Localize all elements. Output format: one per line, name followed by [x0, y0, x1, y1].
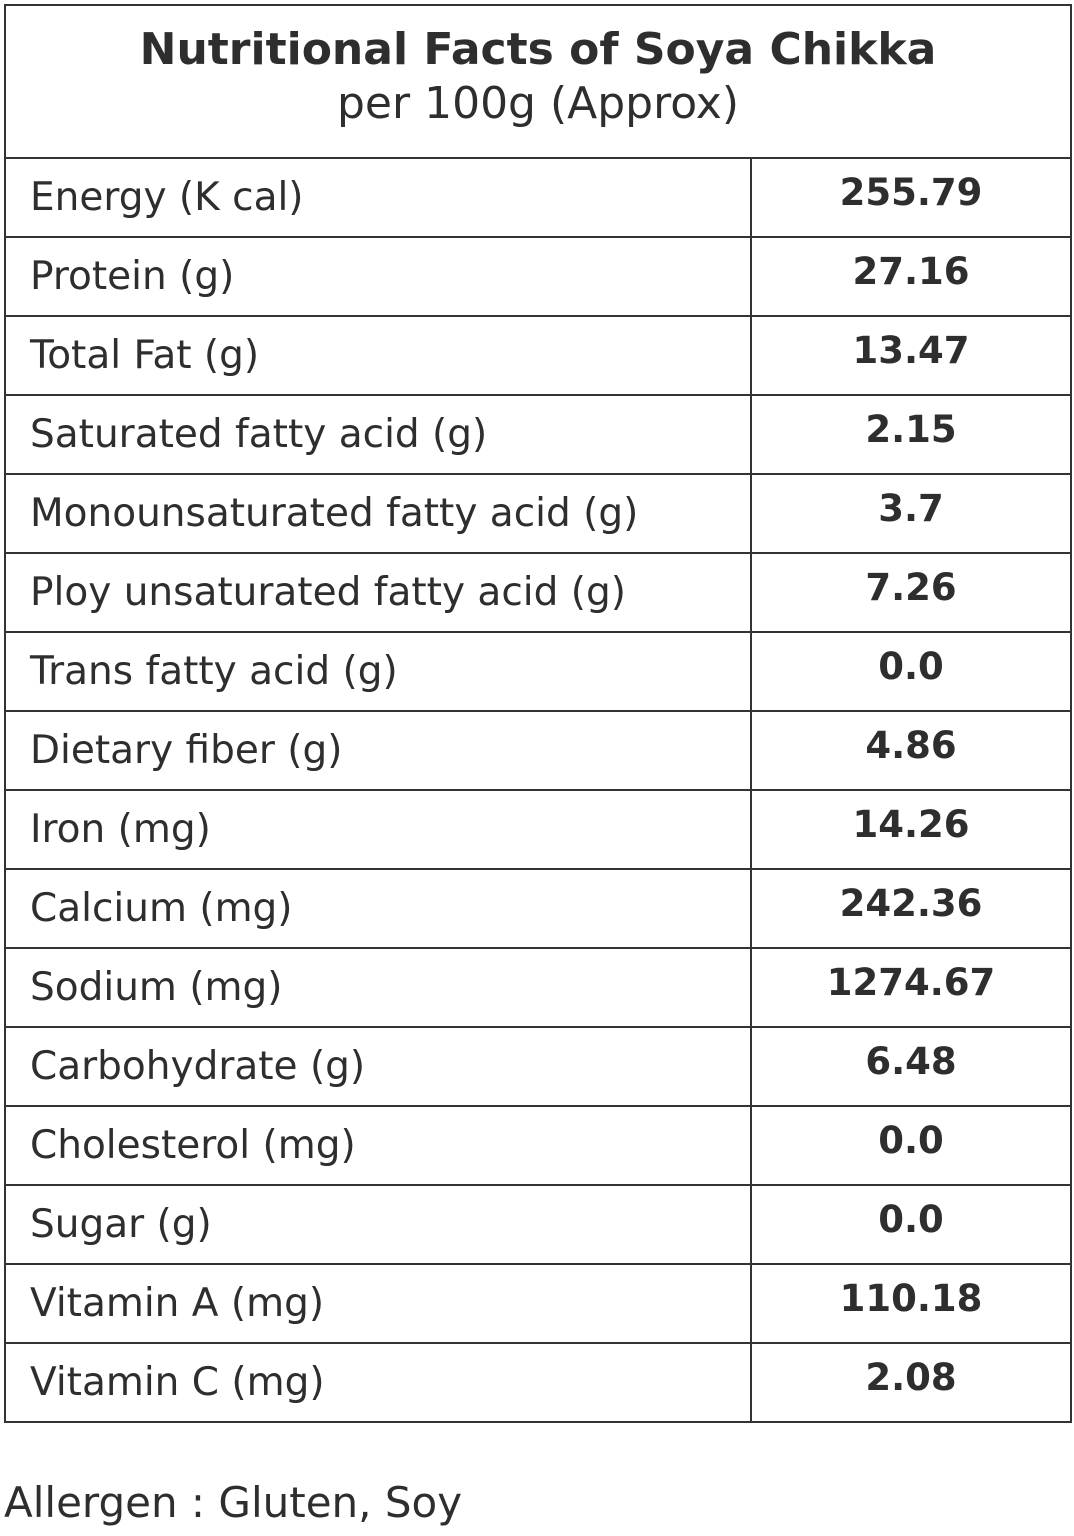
nutrient-value: 0.0 — [751, 631, 1070, 711]
nutrient-name: Cholesterol (mg) — [6, 1105, 752, 1185]
table-row: Iron (mg) 14.26 — [6, 789, 1070, 869]
nutrient-name: Carbohydrate (g) — [6, 1026, 752, 1106]
table-row: Sodium (mg) 1274.67 — [6, 947, 1070, 1027]
table-row: Protein (g) 27.16 — [6, 236, 1070, 316]
table: Energy (K cal) 255.79 Protein (g) 27.16 Tota… — [6, 159, 1070, 1421]
table-row: Calcium (mg) 242.36 — [6, 868, 1070, 948]
nutrient-name: Protein (g) — [6, 236, 752, 316]
nutrient-value: 2.15 — [751, 394, 1070, 474]
table-row: Carbohydrate (g) 6.48 — [6, 1026, 1070, 1106]
table-row: Sugar (g) 0.0 — [6, 1184, 1070, 1264]
nutrient-name: Monounsaturated fatty acid (g) — [6, 473, 752, 553]
table-row: Vitamin A (mg) 110.18 — [6, 1263, 1070, 1343]
nutrient-value: 110.18 — [751, 1263, 1070, 1343]
nutrient-name: Iron (mg) — [6, 789, 752, 869]
nutrient-name: Total Fat (g) — [6, 315, 752, 395]
table-row: Monounsaturated fatty acid (g) 3.7 — [6, 473, 1070, 553]
nutrient-name: Energy (K cal) — [6, 159, 752, 237]
table-header: Nutritional Facts of Soya Chikka per 100… — [6, 6, 1070, 159]
nutrient-name: Calcium (mg) — [6, 868, 752, 948]
nutrient-name: Ploy unsaturated fatty acid (g) — [6, 552, 752, 632]
nutrient-value: 0.0 — [751, 1184, 1070, 1264]
nutrient-value: 7.26 — [751, 552, 1070, 632]
table-row: Cholesterol (mg) 0.0 — [6, 1105, 1070, 1185]
nutrient-name: Dietary fiber (g) — [6, 710, 752, 790]
nutrient-value: 1274.67 — [751, 947, 1070, 1027]
table-row: Trans fatty acid (g) 0.0 — [6, 631, 1070, 711]
nutrient-value: 4.86 — [751, 710, 1070, 790]
nutrient-name: Trans fatty acid (g) — [6, 631, 752, 711]
table-row: Vitamin C (mg) 2.08 — [6, 1342, 1070, 1421]
nutrient-value: 6.48 — [751, 1026, 1070, 1106]
nutrient-value: 27.16 — [751, 236, 1070, 316]
nutrition-table: Nutritional Facts of Soya Chikka per 100… — [4, 4, 1072, 1423]
table-row: Saturated fatty acid (g) 2.15 — [6, 394, 1070, 474]
allergen-note: Allergen : Gluten, Soy — [4, 1478, 463, 1527]
nutrient-value: 2.08 — [751, 1342, 1070, 1421]
nutrient-name: Sugar (g) — [6, 1184, 752, 1264]
nutrient-name: Sodium (mg) — [6, 947, 752, 1027]
nutrient-value: 242.36 — [751, 868, 1070, 948]
nutrient-name: Vitamin C (mg) — [6, 1342, 752, 1421]
nutrient-name: Saturated fatty acid (g) — [6, 394, 752, 474]
nutrient-value: 13.47 — [751, 315, 1070, 395]
nutrient-value: 3.7 — [751, 473, 1070, 553]
table-row: Dietary fiber (g) 4.86 — [6, 710, 1070, 790]
title: Nutritional Facts of Soya Chikka — [139, 24, 937, 75]
subtitle: per 100g (Approx) — [337, 78, 739, 129]
table-row: Energy (K cal) 255.79 — [6, 159, 1070, 237]
table-row: Total Fat (g) 13.47 — [6, 315, 1070, 395]
nutrient-value: 0.0 — [751, 1105, 1070, 1185]
nutrient-value: 255.79 — [839, 171, 983, 214]
table-row: Ploy unsaturated fatty acid (g) 7.26 — [6, 552, 1070, 632]
nutrient-value: 14.26 — [751, 789, 1070, 869]
nutrient-name: Vitamin A (mg) — [6, 1263, 752, 1343]
